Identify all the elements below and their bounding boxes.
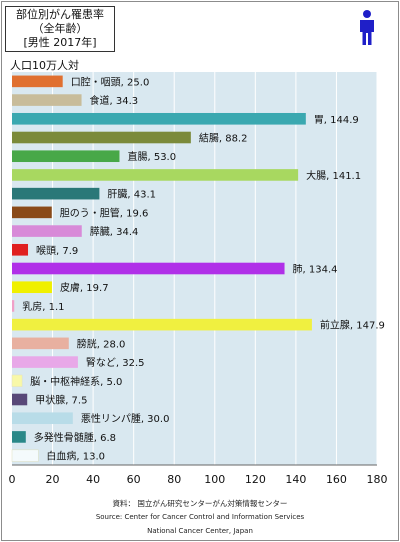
chart-title-box: 部位別がん罹患率 （全年齢） [男性 2017年] <box>5 6 115 52</box>
title-line-2: （全年齢） <box>32 22 88 35</box>
source-line-3: National Cancer Center, Japan <box>147 527 253 535</box>
male-person-icon <box>360 10 374 45</box>
title-line-1: 部位別がん罹患率 <box>16 8 104 21</box>
title-line-3: [男性 2017年] <box>23 36 97 49</box>
source-line-1: 資料： 国立がん研究センターがん対策情報センター <box>112 499 288 508</box>
source-line-2: Source: Center for Cancer Control and In… <box>95 513 305 521</box>
unit-label: 人口10万人対 <box>10 59 79 72</box>
